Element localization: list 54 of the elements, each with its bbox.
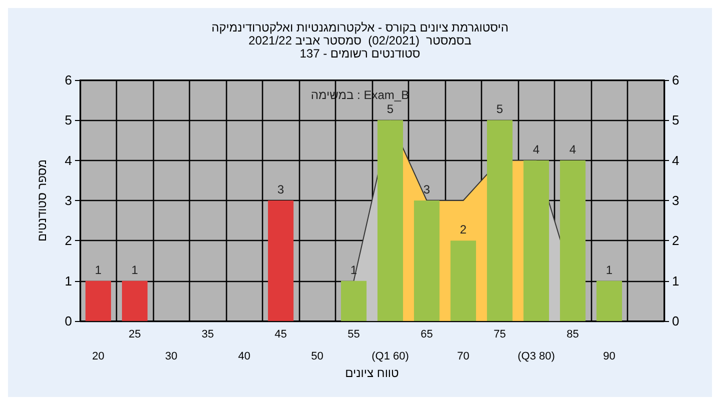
data-label: 1 — [350, 262, 358, 277]
bar — [560, 160, 586, 321]
x-tick-label: 70 — [457, 350, 470, 362]
bar — [596, 280, 622, 321]
data-label: 3 — [277, 182, 284, 196]
y-axis-title: מספר סטודנטים — [35, 159, 49, 242]
x-tick-label: 30 — [165, 350, 178, 362]
x-tick-label: 65 — [420, 328, 433, 340]
bar — [450, 240, 476, 321]
data-label: 2 — [460, 222, 467, 237]
y2-tick-label: 1 — [672, 273, 680, 288]
data-label: 4 — [532, 142, 540, 156]
x-tick-label: 20 — [92, 350, 104, 362]
bar — [340, 280, 367, 321]
data-label: 1 — [94, 262, 102, 277]
y-tick-label: 4 — [64, 152, 72, 168]
data-label: 3 — [423, 182, 430, 196]
y2-tick-label: 2 — [672, 233, 680, 248]
data-label: 4 — [569, 142, 576, 156]
bar — [85, 280, 112, 321]
y2-tick-label: 5 — [672, 112, 680, 128]
data-label: 1 — [606, 262, 613, 277]
x-tick-label: 85 — [566, 328, 579, 340]
bar — [486, 120, 513, 321]
y2-tick-label: 4 — [672, 152, 680, 168]
y2-tick-label: 3 — [672, 193, 680, 208]
x-tick-label: 25 — [128, 328, 141, 340]
y-tick-label: 5 — [64, 112, 72, 128]
x-tick-label: 75 — [494, 328, 506, 340]
y-tick-label: 2 — [64, 233, 72, 248]
bar — [414, 200, 440, 321]
y-tick-label: 0 — [64, 314, 72, 328]
y-tick-label: 1 — [64, 273, 72, 288]
x-tick-label: (Q3 80) — [518, 350, 555, 362]
x-tick-label: 45 — [274, 328, 287, 340]
y-tick-label: 3 — [64, 193, 72, 208]
y2-tick-label: 6 — [672, 72, 680, 88]
bar — [523, 160, 550, 321]
chart-title: היסטוגרמת ציונים בקורס - אלקטרומגנטיות ואלקטרודינמיקה בסמסטר (02/2021) סמסטר אביב 2021/22 סטודנטים רשומים - 137 — [211, 20, 509, 60]
bar — [122, 280, 148, 321]
x-tick-label: (Q1 60) — [372, 350, 409, 362]
x-tick-label: 55 — [348, 328, 360, 340]
data-label: 5 — [386, 102, 394, 116]
bar — [377, 120, 404, 321]
y2-tick-label: 0 — [672, 314, 680, 328]
x-tick-label: 40 — [238, 350, 250, 362]
y-tick-label: 6 — [64, 72, 72, 88]
bar — [268, 200, 294, 321]
x-tick-label: 50 — [311, 350, 324, 362]
x-axis-title: טווח ציונים — [345, 366, 400, 380]
data-label: 1 — [131, 262, 138, 277]
x-tick-label: 90 — [603, 350, 616, 362]
data-label: 5 — [496, 102, 504, 116]
x-tick-label: 35 — [202, 328, 214, 340]
